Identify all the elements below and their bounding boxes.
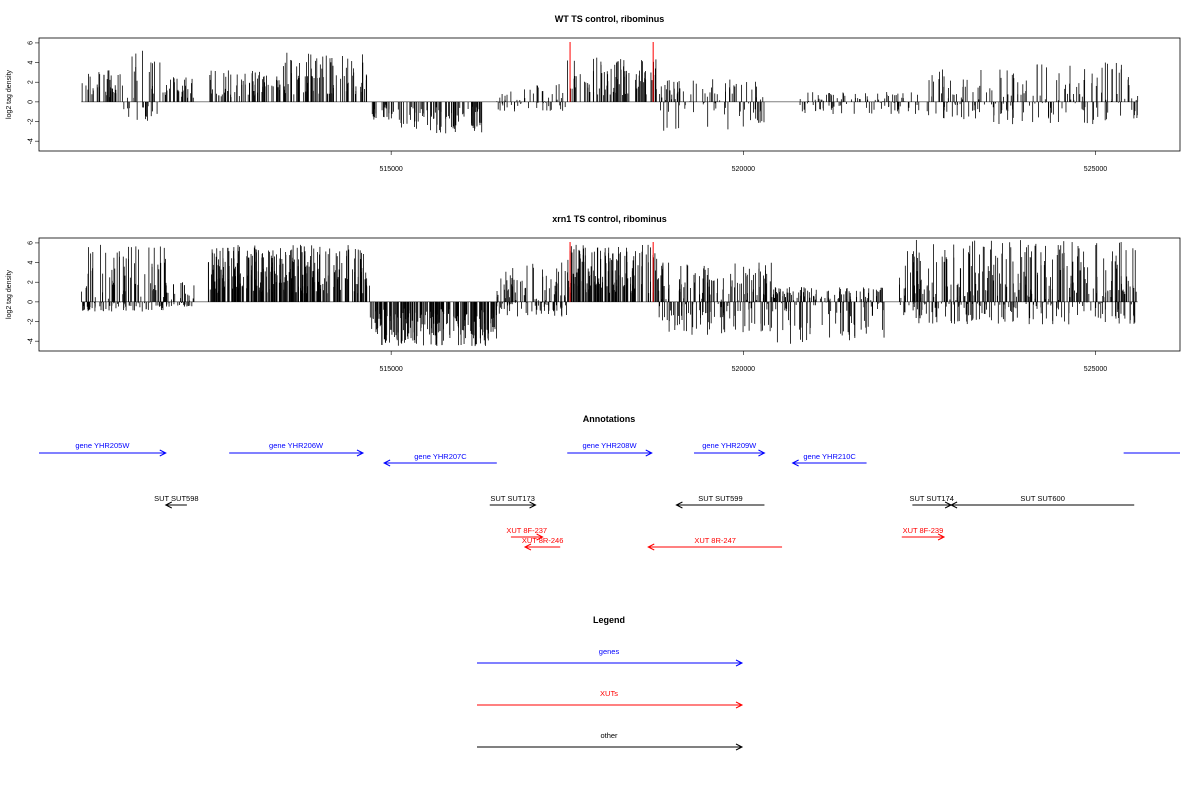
y-tick-label: 6 — [28, 41, 35, 45]
annotations-title: Annotations — [583, 414, 636, 424]
x-tick-label: 520000 — [732, 166, 755, 173]
feature-arrow-head — [735, 701, 744, 709]
feature-label: XUT 8F-239 — [903, 526, 944, 535]
annotation-feature: gene YHR208W — [567, 441, 653, 457]
feature-arrow-head — [382, 459, 391, 467]
annotation-feature: XUT 8F-239 — [901, 526, 946, 541]
annotation-feature: SUT SUT173 — [489, 494, 537, 509]
annotation-feature: gene YHR210C — [791, 452, 867, 467]
annotation-feature: gene YHR209W — [694, 441, 766, 457]
feature-label: XUT 8R-247 — [694, 536, 736, 545]
feature-arrow-head — [645, 449, 653, 457]
feature-arrow-head — [159, 449, 167, 457]
feature-arrow-head — [529, 501, 537, 509]
feature-arrow-head — [949, 501, 958, 509]
y-axis-label: log2 tag density — [6, 269, 13, 319]
x-tick-label: 525000 — [1084, 366, 1107, 373]
plot-frame — [38, 237, 1181, 352]
annotation-feature: XUT 8F-237 — [506, 526, 547, 541]
panel-title: xrn1 TS control, ribominus — [552, 214, 667, 224]
y-tick-label: 6 — [28, 241, 35, 245]
feature-label: XUT 8F-237 — [506, 526, 547, 535]
y-tick-label: 0 — [28, 100, 35, 104]
y-tick-label: 4 — [28, 61, 35, 65]
y-tick-label: 2 — [28, 80, 35, 84]
y-tick-label: -4 — [28, 138, 35, 144]
annotation-feature: gene YHR206W — [229, 441, 365, 457]
y-tick-label: -4 — [28, 338, 35, 344]
y-tick-label: 2 — [28, 280, 35, 284]
x-tick-label: 525000 — [1084, 166, 1107, 173]
y-tick-label: -2 — [28, 318, 35, 324]
feature-arrow-head — [735, 743, 744, 751]
feature-label: gene YHR205W — [75, 441, 130, 450]
annotation-feature: XUT 8R-247 — [647, 536, 783, 551]
legend-title: Legend — [593, 615, 625, 625]
legend: Legend genes XUTs other — [477, 615, 744, 751]
annotation-feature: SUT SUT598 — [154, 494, 199, 509]
feature-arrow-head — [735, 659, 744, 667]
annotation-feature: SUT SUT600 — [949, 494, 1135, 509]
legend-entry: genes — [477, 647, 744, 667]
annotation-feature: SUT SUT599 — [675, 494, 765, 509]
panel-title: WT TS control, ribominus — [555, 14, 665, 24]
feature-label: gene YHR207C — [414, 452, 467, 461]
annotation-feature: XUT 8R-246 — [522, 536, 564, 551]
signal-panel-1: xrn1 TS control, ribominus log2 tag densi… — [6, 214, 1181, 373]
y-tick-label: 4 — [28, 261, 35, 265]
annotation-feature: gene YHR205W — [39, 441, 167, 457]
legend-entry: XUTs — [477, 689, 744, 709]
feature-label: XUT 8R-246 — [522, 536, 564, 545]
y-axis-label: log2 tag density — [6, 69, 13, 119]
plot-frame — [38, 37, 1181, 152]
feature-label: SUT SUT599 — [698, 494, 742, 503]
feature-label: SUT SUT174 — [909, 494, 953, 503]
x-tick-label: 515000 — [379, 166, 402, 173]
feature-arrow-head — [164, 501, 173, 509]
x-tick-label: 520000 — [732, 366, 755, 373]
feature-arrow-head — [647, 543, 655, 551]
feature-arrow-head — [937, 533, 946, 541]
x-tick-label: 515000 — [379, 366, 402, 373]
feature-arrow-head — [536, 533, 544, 541]
feature-arrow-head — [523, 543, 532, 551]
feature-label: gene YHR208W — [582, 441, 637, 450]
signal-panel-0: WT TS control, ribominus log2 tag density… — [6, 14, 1181, 173]
feature-arrow-head — [356, 449, 365, 457]
annotation-track: Annotations gene YHR205W gene YHR206W gene … — [39, 414, 1180, 551]
feature-label: gene YHR209W — [702, 441, 757, 450]
feature-label: SUT SUT600 — [1020, 494, 1064, 503]
legend-entry-label: XUTs — [600, 689, 618, 698]
legend-entry: other — [477, 731, 744, 751]
feature-arrow-head — [791, 459, 799, 467]
y-tick-label: 0 — [28, 300, 35, 304]
feature-label: SUT SUT598 — [154, 494, 198, 503]
legend-entry-label: genes — [599, 647, 620, 656]
y-tick-label: -2 — [28, 118, 35, 124]
feature-label: gene YHR210C — [803, 452, 856, 461]
feature-label: SUT SUT173 — [490, 494, 534, 503]
feature-label: gene YHR206W — [269, 441, 324, 450]
feature-arrow-head — [758, 449, 766, 457]
legend-entry-label: other — [600, 731, 618, 740]
feature-arrow-head — [675, 501, 683, 509]
annotation-feature: gene YHR207C — [382, 452, 497, 467]
